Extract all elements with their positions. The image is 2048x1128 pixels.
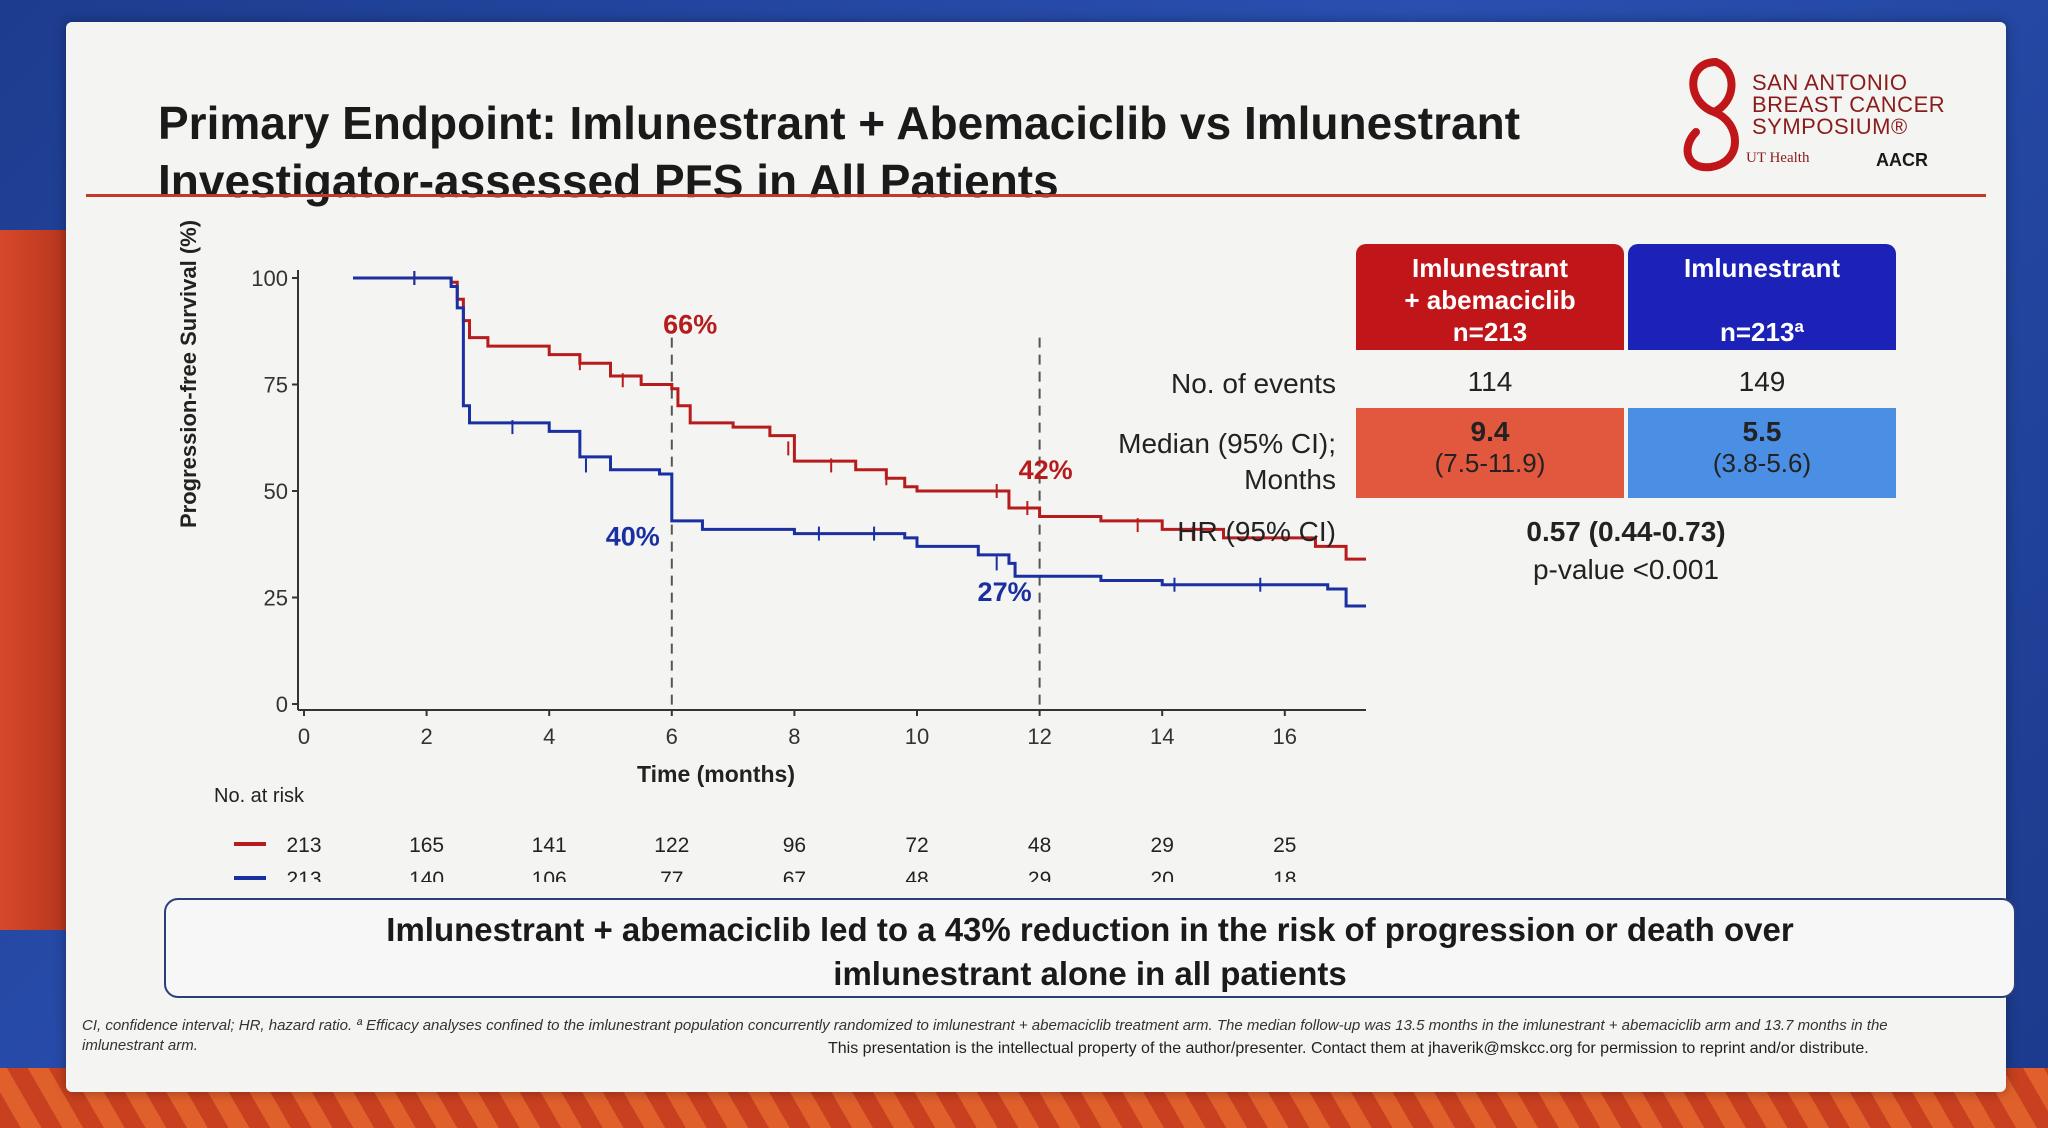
events-label: No. of events bbox=[1171, 368, 1336, 399]
risk-value: 48 bbox=[905, 868, 928, 882]
risk-value: 96 bbox=[783, 834, 806, 857]
x-tick-label: 0 bbox=[298, 724, 310, 749]
median-mono-ci: (3.8-5.6) bbox=[1712, 448, 1812, 478]
sabcs-text: SAN ANTONIO BREAST CANCER SYMPOSIUM® bbox=[1752, 72, 1945, 138]
copyright: This presentation is the intellectual pr… bbox=[828, 1040, 1869, 1057]
median-combo-ci: (7.5-11.9) bbox=[1434, 448, 1546, 478]
y-tick-label: 0 bbox=[276, 692, 288, 717]
x-axis-label: Time (months) bbox=[637, 761, 795, 787]
risk-value: 122 bbox=[654, 834, 689, 857]
header-combo-line-2: + abemaciclib bbox=[1404, 285, 1576, 315]
events-combo: 114 bbox=[1467, 366, 1513, 397]
header-combo: Imlunestrant + abemaciclib n=213 bbox=[1356, 244, 1624, 350]
x-tick-label: 2 bbox=[420, 724, 432, 749]
title-divider bbox=[86, 194, 1986, 197]
conclusion-line-2: imlunestrant alone in all patients bbox=[833, 955, 1347, 992]
annotation-label: 27% bbox=[978, 577, 1032, 607]
annotation-label: 40% bbox=[606, 522, 660, 552]
events-mono: 149 bbox=[1738, 366, 1786, 397]
header-combo-line-1: Imlunestrant bbox=[1411, 253, 1569, 283]
risk-value: 72 bbox=[905, 834, 928, 857]
km-chart: 0255075100024681012141618202224262830 66… bbox=[176, 220, 1366, 882]
slide-title: Primary Endpoint: Imlunestrant + Abemaci… bbox=[158, 94, 1718, 210]
x-tick-label: 16 bbox=[1273, 724, 1297, 749]
risk-value: 48 bbox=[1028, 834, 1051, 857]
ut-health-logo: UT Health bbox=[1746, 150, 1810, 166]
km-lines bbox=[353, 271, 1366, 608]
km-axes: 0255075100024681012141618202224262830 bbox=[251, 266, 1366, 749]
conclusion-line-1: Imlunestrant + abemaciclib led to a 43% … bbox=[386, 911, 1794, 948]
title-line-2: Investigator-assessed PFS in All Patient… bbox=[158, 155, 1059, 207]
header-combo-line-3: n=213 bbox=[1452, 317, 1528, 347]
logo-line-2: BREAST CANCER bbox=[1752, 92, 1946, 117]
header-mono: Imlunestrant n=213ª bbox=[1628, 244, 1896, 350]
risk-value: 213 bbox=[286, 868, 321, 882]
x-tick-label: 12 bbox=[1027, 724, 1051, 749]
risk-value: 29 bbox=[1028, 868, 1051, 882]
y-tick-label: 25 bbox=[264, 586, 288, 611]
aacr-logo: AACR bbox=[1876, 150, 1928, 170]
risk-value: 140 bbox=[409, 868, 444, 882]
risk-value: 18 bbox=[1273, 868, 1296, 882]
x-tick-label: 8 bbox=[788, 724, 800, 749]
annotation-label: 42% bbox=[1019, 455, 1073, 485]
risk-value: 25 bbox=[1273, 834, 1296, 857]
risk-value: 29 bbox=[1151, 834, 1174, 857]
median-mono-cell: 5.5 (3.8-5.6) bbox=[1628, 408, 1896, 498]
risk-value: 141 bbox=[532, 834, 567, 857]
x-tick-label: 6 bbox=[666, 724, 678, 749]
km-curve-0 bbox=[353, 276, 1366, 561]
header-mono-line-2: n=213ª bbox=[1719, 317, 1805, 347]
median-combo-cell: 9.4 (7.5-11.9) bbox=[1356, 408, 1624, 498]
ribbon-logo-icon bbox=[1683, 58, 1739, 172]
y-tick-label: 50 bbox=[264, 479, 288, 504]
y-axis-label: Progression-free Survival (%) bbox=[176, 220, 201, 528]
median-label-line-1: Median (95% CI); bbox=[1118, 428, 1336, 459]
median-combo-value: 9.4 bbox=[1470, 416, 1510, 447]
header-mono-line-1: Imlunestrant bbox=[1683, 253, 1841, 283]
median-mono-value: 5.5 bbox=[1742, 416, 1782, 447]
y-tick-label: 100 bbox=[251, 266, 288, 291]
x-tick-label: 10 bbox=[905, 724, 929, 749]
p-value: p-value <0.001 bbox=[1532, 554, 1720, 585]
risk-value: 20 bbox=[1151, 868, 1174, 882]
x-tick-label: 4 bbox=[543, 724, 555, 749]
median-label-line-2: Months bbox=[1244, 464, 1336, 495]
sabcs-logo: SAN ANTONIO BREAST CANCER SYMPOSIUM® UT … bbox=[1666, 52, 1986, 182]
annotation-label: 66% bbox=[663, 310, 717, 340]
logo-line-1: SAN ANTONIO bbox=[1752, 70, 1908, 95]
conclusion-box: Imlunestrant + abemaciclib led to a 43% … bbox=[164, 898, 2016, 998]
risk-value: 213 bbox=[286, 834, 321, 857]
slide: Primary Endpoint: Imlunestrant + Abemaci… bbox=[66, 22, 2016, 1092]
title-line-1: Primary Endpoint: Imlunestrant + Abemaci… bbox=[158, 97, 1521, 149]
x-tick-label: 14 bbox=[1150, 724, 1174, 749]
risk-table: 2131651411229672482925136530002131401067… bbox=[234, 834, 1296, 882]
hr-label: HR (95% CI) bbox=[1177, 516, 1336, 547]
median-label: Median (95% CI); Months bbox=[986, 426, 1336, 498]
risk-value: 165 bbox=[409, 834, 444, 857]
footnote: CI, confidence interval; HR, hazard rati… bbox=[82, 1017, 1888, 1054]
risk-value: 67 bbox=[783, 868, 806, 882]
logo-line-3: SYMPOSIUM® bbox=[1752, 114, 1908, 139]
risk-value: 77 bbox=[660, 868, 683, 882]
y-tick-label: 75 bbox=[264, 373, 288, 398]
hr-value: 0.57 (0.44-0.73) bbox=[1526, 516, 1726, 547]
km-curve-1 bbox=[353, 276, 1366, 608]
km-annotations: 66% 42% 40% 27% bbox=[606, 310, 1073, 607]
risk-value: 106 bbox=[532, 868, 567, 882]
risk-table-label: No. at risk bbox=[214, 785, 305, 807]
